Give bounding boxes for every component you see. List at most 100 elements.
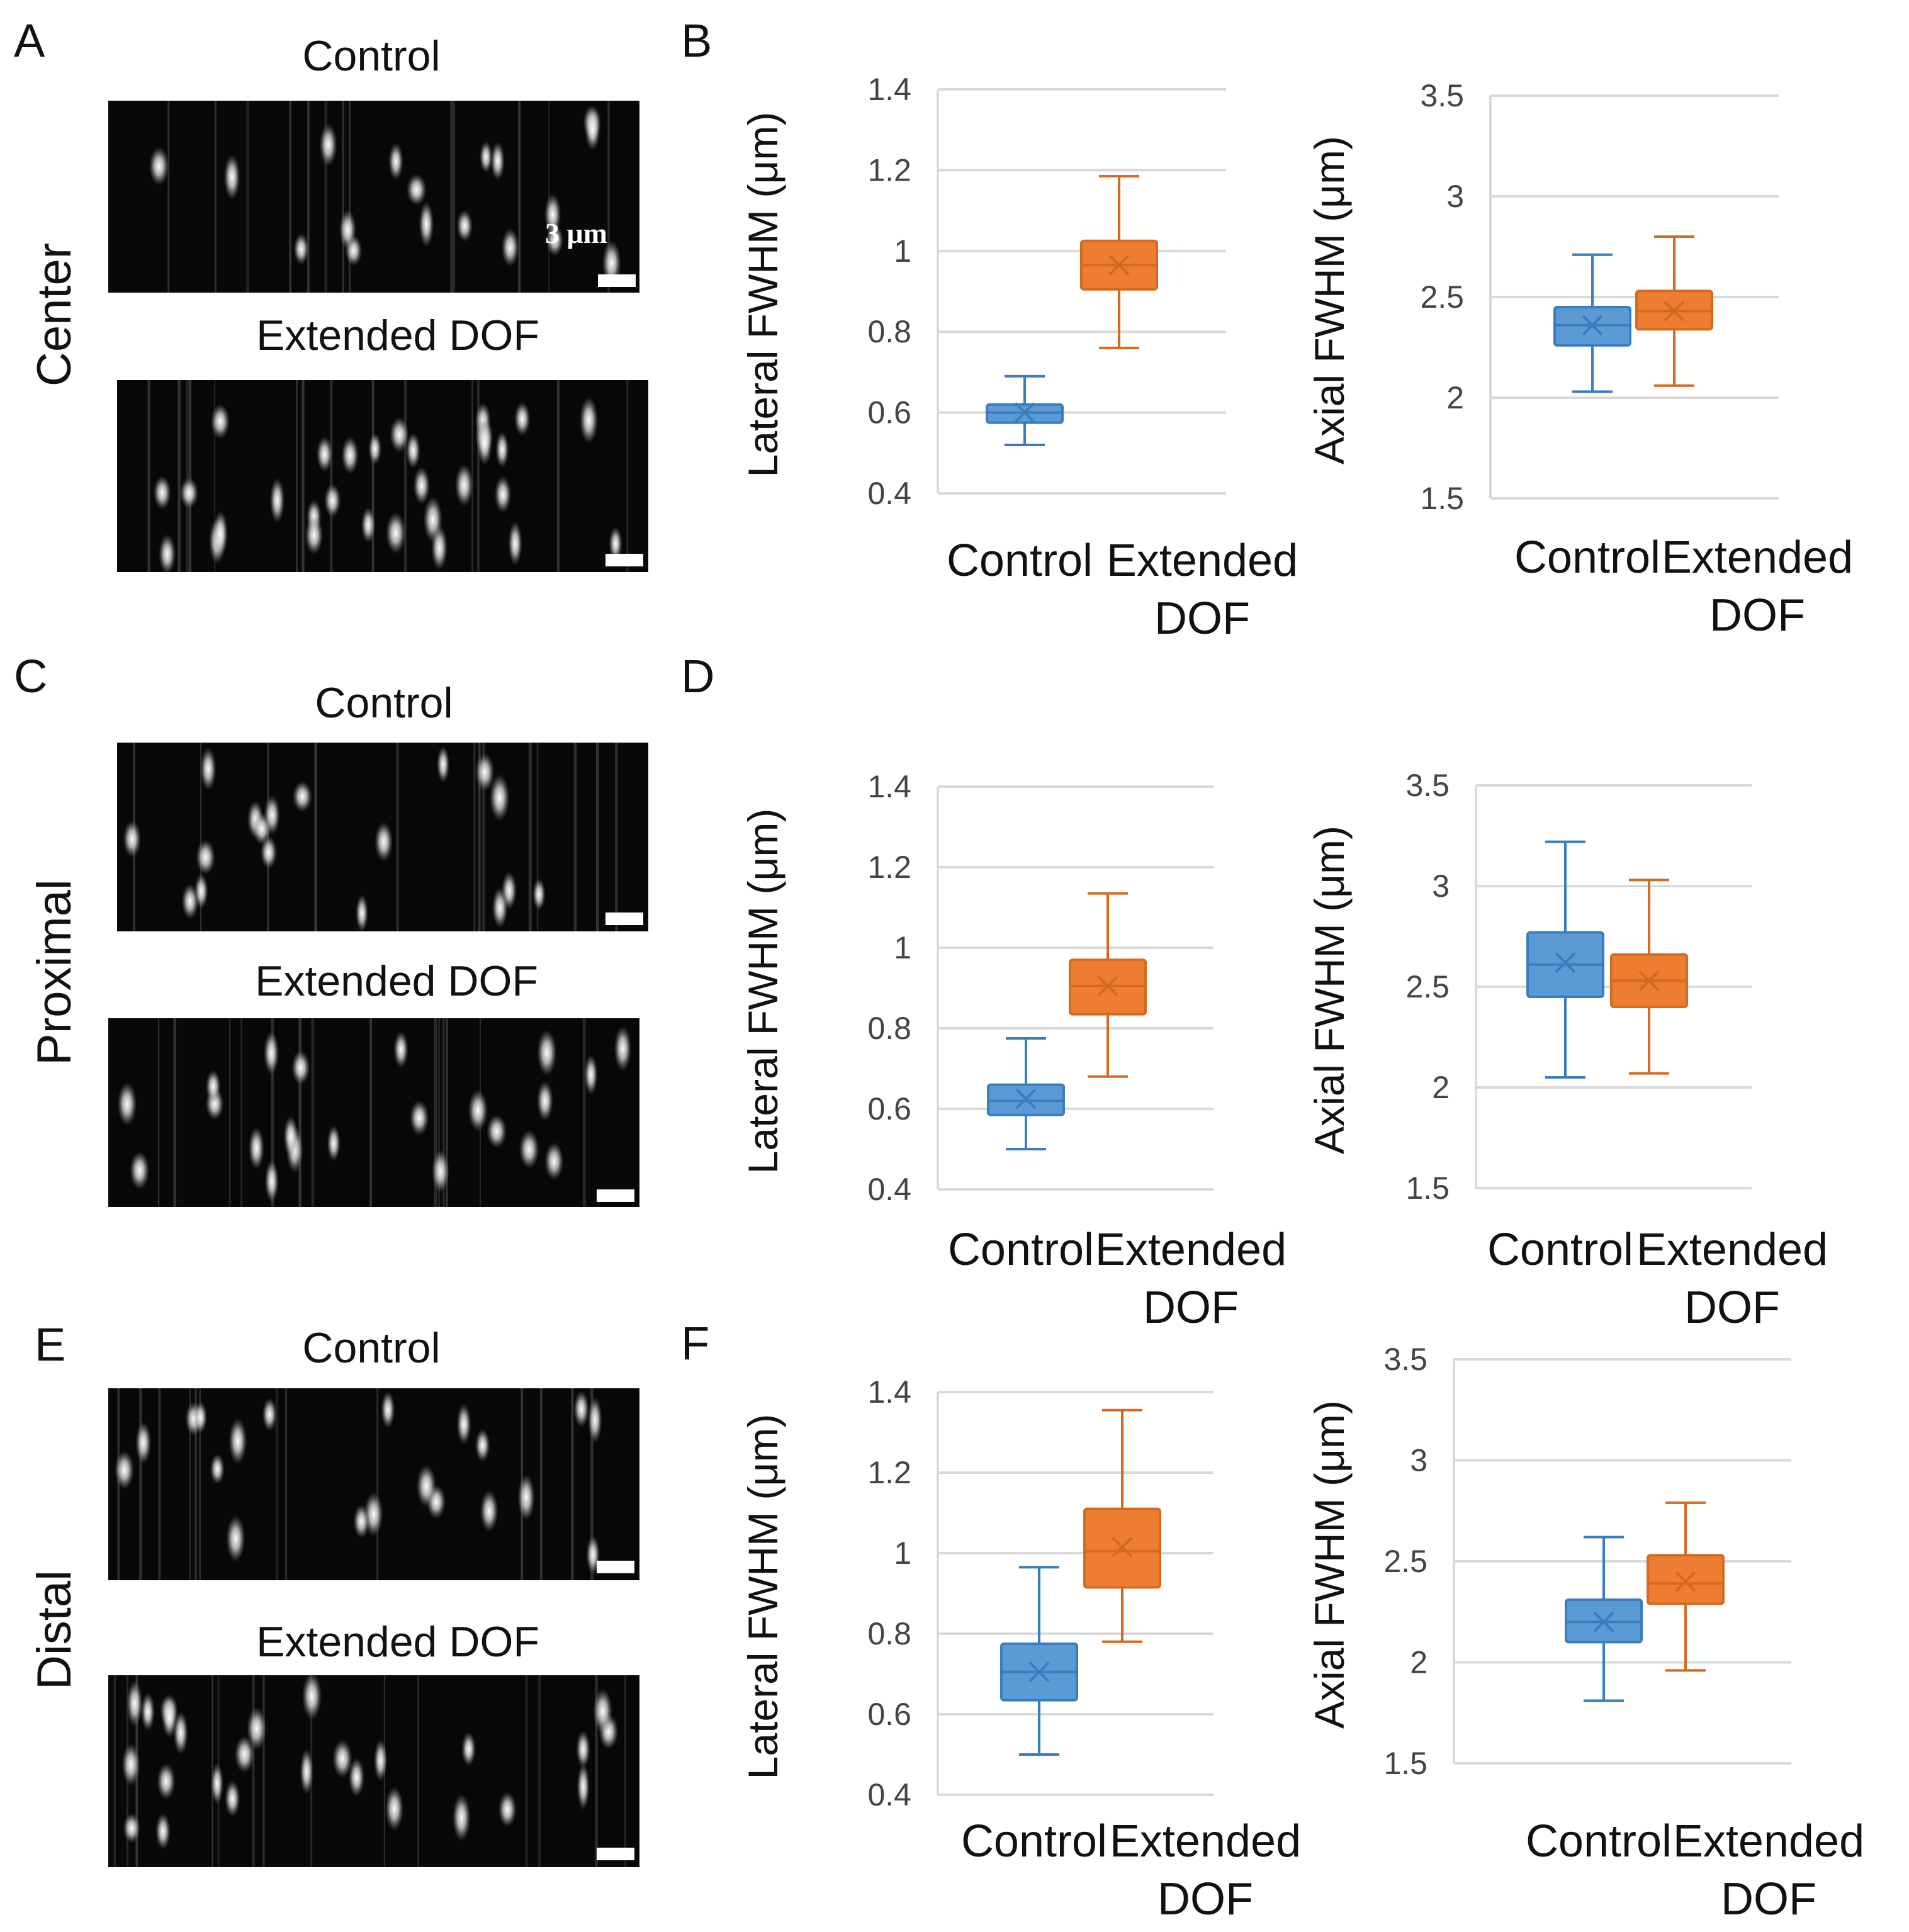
chart-d-axial: 1.5 2 2.5 3 3.5 Axial FWHM (μm) Control Extende…: [1306, 768, 1828, 1333]
image-spot: [480, 1490, 498, 1532]
y-tick-label: 1.2: [867, 1455, 911, 1490]
y-axis-label: Axial FWHM (μm): [1306, 1400, 1353, 1729]
image-spot: [246, 1707, 267, 1750]
image-spot: [490, 141, 505, 181]
image-spot: [200, 747, 217, 791]
image-spot: [332, 1739, 352, 1778]
y-tick-label: 1: [894, 930, 911, 965]
x-category-label: Extended: [1636, 1225, 1828, 1275]
image-spot: [585, 108, 600, 151]
x-category-label: DOF: [1157, 1874, 1253, 1924]
scale-bar: [605, 913, 643, 925]
image-spot: [316, 436, 333, 472]
image-spot: [348, 1758, 365, 1797]
box-control: [987, 1037, 1065, 1150]
y-axis-label: Lateral FWHM (μm): [740, 1414, 786, 1780]
image-spot: [228, 1418, 247, 1464]
image-spot: [487, 1115, 507, 1149]
box-control: [1565, 1536, 1643, 1702]
image-spot: [577, 1763, 590, 1811]
image-spot: [292, 781, 312, 812]
y-tick-label: 0.8: [867, 1616, 911, 1651]
chart-f-axial: 1.5 2 2.5 3 3.5 Axial FWHM (μm) Control Extende…: [1306, 1342, 1864, 1924]
mean-marker: [1664, 300, 1685, 322]
y-tick-label: 0.4: [867, 1172, 911, 1207]
box-control: [986, 374, 1064, 446]
y-tick-label: 3: [1432, 868, 1450, 904]
image-spot: [252, 812, 271, 845]
x-category-label: Extended: [1110, 1816, 1301, 1867]
row-label-proximal: Proximal: [28, 879, 81, 1065]
image-spot: [498, 1792, 517, 1828]
chart-f-lateral: 0.4 0.6 0.8 1 1.2 1.4 Lateral FWHM (μm) Control…: [740, 1374, 1301, 1924]
image-spot: [353, 1504, 370, 1539]
image-spot: [476, 422, 493, 466]
image-spot: [127, 1680, 143, 1727]
y-tick-label: 2.5: [1420, 279, 1464, 315]
image-spot: [494, 476, 512, 514]
panel-letter-f: F: [681, 1317, 709, 1369]
image-spot: [262, 1398, 277, 1432]
y-tick-label: 2: [1446, 380, 1464, 415]
image-spot: [269, 478, 285, 524]
y-tick-label: 0.6: [867, 1697, 911, 1732]
image-spot: [291, 1050, 310, 1085]
image-spot: [461, 1732, 476, 1766]
mean-marker: [1593, 1611, 1614, 1632]
x-category-label: Control: [1514, 532, 1660, 583]
y-tick-label: 2.5: [1383, 1544, 1428, 1579]
image-spot: [452, 1794, 471, 1842]
mean-marker: [1015, 1088, 1037, 1109]
panel-letter-a: A: [14, 14, 45, 67]
x-category-label: DOF: [1721, 1874, 1816, 1924]
image-spot: [155, 1813, 171, 1850]
image-spot: [431, 1149, 449, 1193]
image-spot: [381, 1391, 395, 1429]
x-category-label: DOF: [1154, 593, 1250, 644]
box-extended-dof: [1080, 175, 1158, 349]
image-spot: [475, 753, 495, 792]
image-spot: [501, 228, 519, 267]
image-title-distal-control: Control: [302, 1324, 440, 1372]
microscopy-image-center-control: [108, 101, 639, 293]
image-spot: [393, 1031, 408, 1069]
image-spot: [305, 515, 324, 555]
box-extended-dof: [1635, 235, 1713, 387]
chart-b-axial: 1.5 2 2.5 3 3.5 Axial FWHM (μm) Control Extende…: [1306, 78, 1853, 641]
mean-marker: [1097, 975, 1118, 997]
image-spot: [579, 396, 599, 444]
image-spot: [179, 478, 199, 508]
image-spot: [121, 1743, 140, 1786]
x-category-label: Control: [961, 1816, 1107, 1867]
image-spot: [260, 836, 278, 869]
panel-letter-c: C: [14, 650, 47, 702]
y-tick-label: 1: [894, 233, 911, 269]
image-spot: [609, 526, 622, 561]
image-spot: [456, 1403, 471, 1445]
image-spot: [210, 1763, 224, 1805]
mean-marker: [1555, 952, 1576, 974]
image-spot: [416, 1464, 437, 1508]
image-spot: [586, 1535, 600, 1575]
chart-b-lateral: 0.4 0.6 0.8 1 1.2 1.4 Lateral FWHM (μm) Control…: [740, 72, 1298, 644]
y-tick-label: 1.2: [867, 850, 911, 885]
image-spot: [123, 1812, 140, 1844]
y-axis-label: Lateral FWHM (μm): [740, 112, 786, 478]
mean-marker: [1675, 1571, 1696, 1592]
y-tick-label: 1: [894, 1536, 911, 1571]
image-spot: [544, 1142, 564, 1181]
y-tick-label: 1.5: [1405, 1171, 1450, 1206]
row-label-center: Center: [28, 243, 81, 386]
y-tick-label: 3.5: [1405, 768, 1450, 803]
box-extended-dof: [1647, 1501, 1725, 1672]
mean-marker: [1014, 402, 1035, 424]
box-control: [1526, 840, 1604, 1079]
image-spot: [149, 147, 169, 186]
image-spot: [406, 174, 427, 206]
image-title-center-control: Control: [302, 32, 440, 80]
image-spot: [602, 240, 621, 286]
y-tick-label: 3: [1446, 179, 1464, 214]
image-spot: [413, 466, 431, 505]
image-spot: [264, 1160, 279, 1203]
image-spot: [327, 1125, 341, 1162]
